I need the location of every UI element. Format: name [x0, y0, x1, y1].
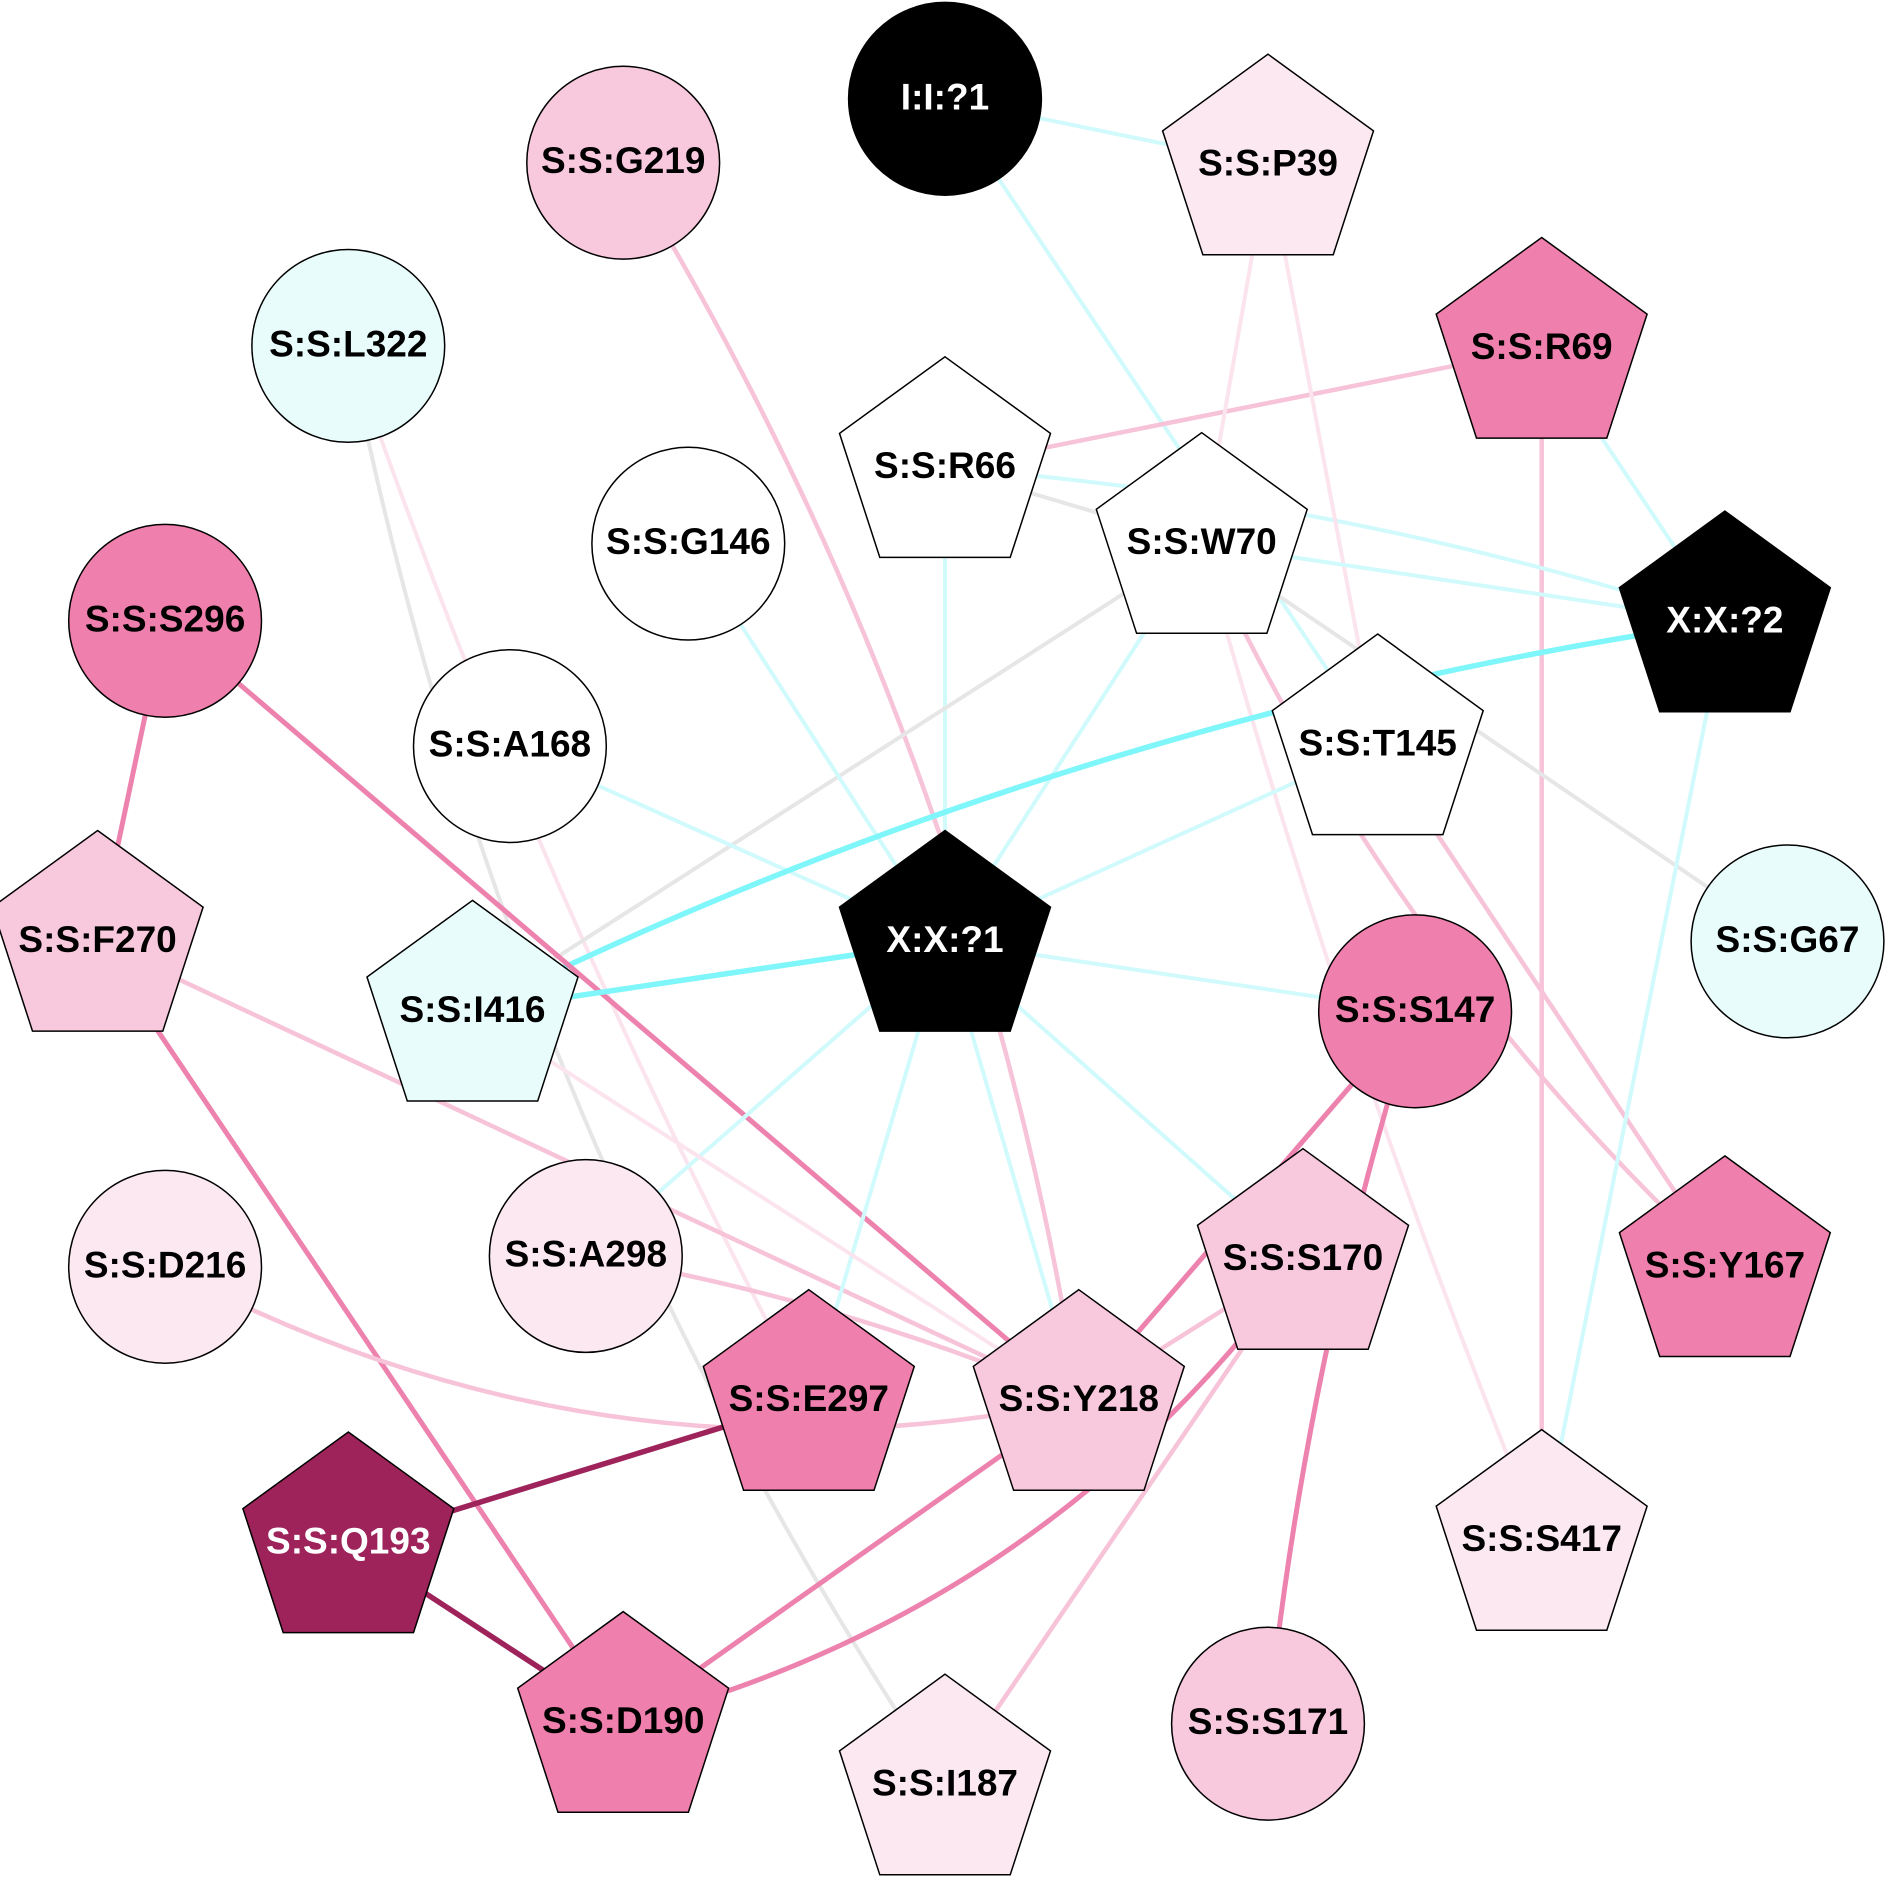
- node-r66: S:S:R66: [838, 355, 1052, 559]
- node-label: S:S:L322: [269, 323, 427, 364]
- node-g67: S:S:G67: [1690, 844, 1885, 1039]
- node-label: S:S:G219: [541, 140, 706, 181]
- node-circle: [526, 65, 721, 260]
- node-circle: [847, 1, 1043, 196]
- node-i187: S:S:I187: [838, 1673, 1052, 1876]
- node-pentagon: [242, 1431, 455, 1634]
- node-s147: S:S:S147: [1317, 914, 1513, 1109]
- node-label: S:S:Y218: [999, 1378, 1159, 1419]
- node-g146: S:S:G146: [591, 446, 786, 641]
- edge-x2-s417: [1539, 621, 1727, 1541]
- node-label: S:S:P39: [1198, 143, 1338, 184]
- node-label: I:I:?1: [901, 76, 989, 117]
- node-pentagon: [702, 1288, 916, 1492]
- node-label: S:S:A298: [505, 1234, 667, 1275]
- edge-d216-y218: [164, 1264, 1080, 1432]
- node-circle: [1690, 844, 1885, 1039]
- node-circle: [1317, 914, 1513, 1109]
- edge-i1-t145: [943, 97, 1380, 747]
- edge-s147-s171: [1265, 1010, 1418, 1724]
- node-label: S:S:D216: [84, 1244, 246, 1285]
- node-s170: S:S:S170: [1196, 1147, 1410, 1351]
- node-circle: [591, 446, 786, 641]
- node-a168: S:S:A168: [412, 648, 608, 844]
- node-w70: S:S:W70: [1095, 431, 1309, 635]
- node-i416: S:S:I416: [366, 899, 579, 1102]
- edge-g219-y218: [621, 161, 1082, 1401]
- edge-f270-d190: [95, 940, 626, 1724]
- node-r69: S:S:R69: [1435, 236, 1648, 439]
- node-label: S:S:W70: [1127, 521, 1277, 562]
- node-pentagon: [838, 829, 1052, 1032]
- node-a298: S:S:A298: [488, 1158, 683, 1354]
- node-circle: [488, 1158, 683, 1354]
- node-y218: S:S:Y218: [972, 1288, 1186, 1492]
- edge-s170-d190: [622, 1258, 1306, 1725]
- node-pentagon: [1161, 53, 1375, 256]
- node-s296: S:S:S296: [67, 523, 263, 718]
- node-circle: [67, 523, 263, 718]
- node-pentagon: [838, 355, 1052, 559]
- node-d216: S:S:D216: [67, 1169, 263, 1364]
- node-s417: S:S:S417: [1435, 1428, 1648, 1631]
- node-label: S:S:S417: [1461, 1518, 1621, 1559]
- node-s171: S:S:S171: [1170, 1626, 1366, 1821]
- node-label: S:S:G67: [1716, 919, 1860, 960]
- node-label: X:X:?2: [1666, 600, 1783, 641]
- node-label: S:S:T145: [1299, 722, 1457, 763]
- node-pentagon: [1095, 431, 1309, 635]
- node-d190: S:S:D190: [516, 1610, 730, 1813]
- node-i1: I:I:?1: [847, 1, 1043, 196]
- node-y167: S:S:Y167: [1618, 1154, 1832, 1358]
- node-label: S:S:S171: [1188, 1701, 1348, 1742]
- node-pentagon: [1435, 1428, 1648, 1631]
- node-circle: [67, 1169, 263, 1364]
- node-e297: S:S:E297: [702, 1288, 916, 1492]
- edge-s296-y218: [163, 618, 1081, 1403]
- node-label: S:S:F270: [18, 919, 176, 960]
- node-pentagon: [838, 1673, 1052, 1876]
- node-label: S:S:Y167: [1645, 1244, 1805, 1285]
- node-pentagon: [972, 1288, 1186, 1492]
- node-label: X:X:?1: [886, 919, 1003, 960]
- node-l322: S:S:L322: [251, 248, 446, 444]
- node-label: S:S:S147: [1335, 989, 1495, 1030]
- node-label: S:S:I416: [399, 989, 545, 1030]
- edge-l322-e297: [346, 345, 811, 1402]
- node-label: S:S:R66: [874, 445, 1016, 486]
- node-pentagon: [1618, 510, 1832, 713]
- node-circle: [251, 248, 446, 444]
- node-pentagon: [1618, 1154, 1832, 1358]
- node-p39: S:S:P39: [1161, 53, 1375, 256]
- node-g219: S:S:G219: [526, 65, 721, 260]
- node-f270: S:S:F270: [0, 829, 204, 1032]
- node-label: S:S:Q193: [266, 1520, 431, 1561]
- node-label: S:S:S296: [85, 598, 245, 639]
- node-pentagon: [1271, 633, 1485, 836]
- node-pentagon: [366, 899, 579, 1102]
- node-label: S:S:A168: [429, 724, 591, 765]
- node-pentagon: [1196, 1147, 1410, 1351]
- node-pentagon: [0, 829, 204, 1032]
- node-q193: S:S:Q193: [242, 1431, 455, 1634]
- node-pentagon: [516, 1610, 730, 1813]
- node-label: S:S:D190: [542, 1700, 704, 1741]
- node-label: S:S:I187: [872, 1763, 1018, 1804]
- edge-x2-i416: [471, 619, 1726, 1014]
- node-label: S:S:E297: [729, 1378, 889, 1419]
- node-circle: [412, 648, 608, 844]
- node-label: S:S:R69: [1471, 326, 1613, 367]
- edge-i416-y218: [471, 1009, 1080, 1403]
- edge-w70-g67: [1200, 541, 1789, 944]
- node-circle: [1170, 1626, 1366, 1821]
- node-label: S:S:S170: [1223, 1237, 1383, 1278]
- node-x2: X:X:?2: [1618, 510, 1832, 713]
- node-pentagon: [1435, 236, 1648, 439]
- node-label: S:S:G146: [606, 521, 771, 562]
- node-t145: S:S:T145: [1271, 633, 1485, 836]
- edge-r66-x2: [944, 465, 1726, 624]
- node-x1: X:X:?1: [838, 829, 1052, 1032]
